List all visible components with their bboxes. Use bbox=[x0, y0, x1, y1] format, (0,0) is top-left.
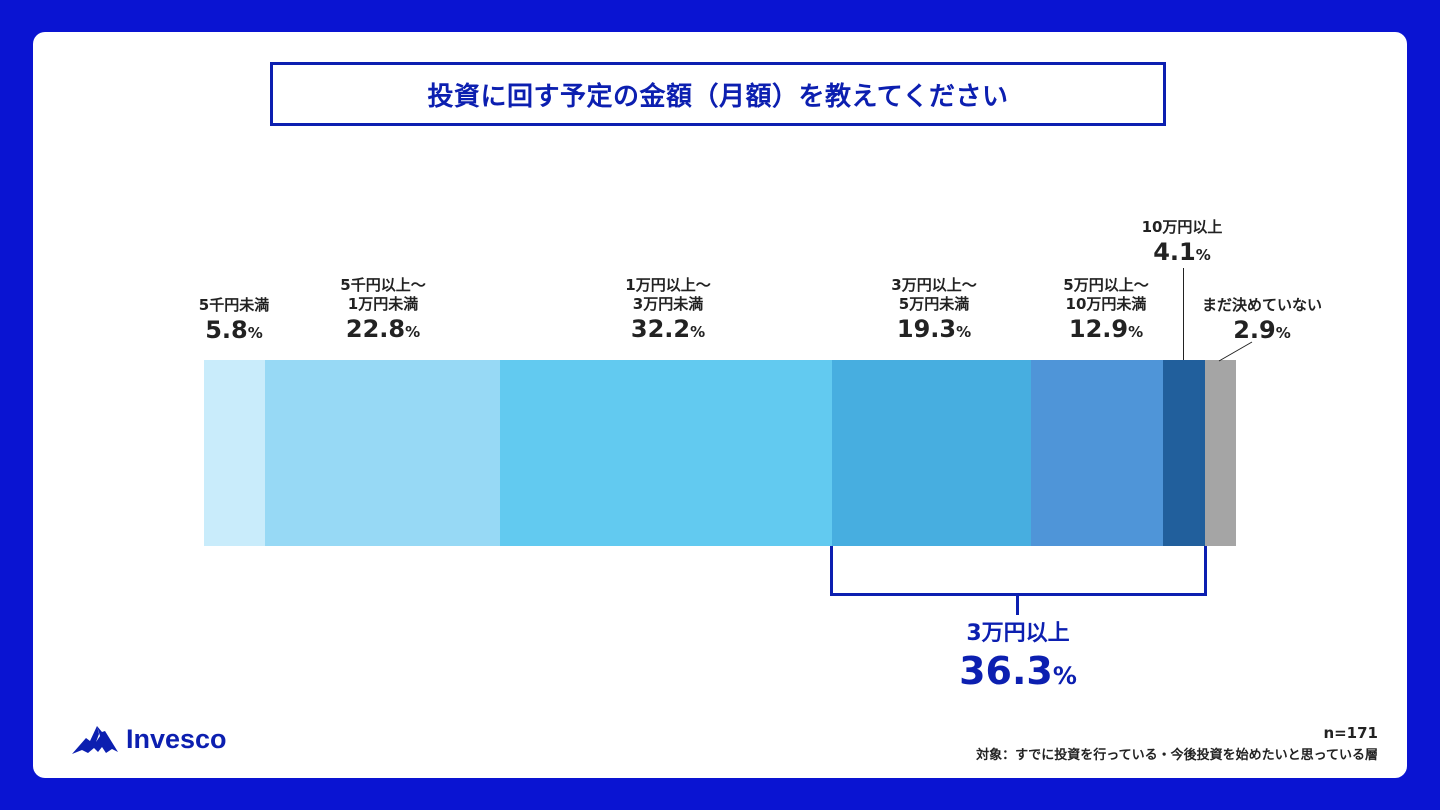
bar-segment-30k-50k bbox=[832, 360, 1031, 546]
bar-segment-over-100k bbox=[1163, 360, 1205, 546]
bar-segment-50k-100k bbox=[1031, 360, 1163, 546]
leader-line-over-100k bbox=[1183, 268, 1184, 360]
label-10k-30k: 1万円以上〜 3万円未満 32.2% bbox=[625, 276, 711, 343]
bar-segment-under-5k bbox=[204, 360, 265, 546]
label-undecided: まだ決めていない 2.9% bbox=[1201, 296, 1323, 344]
label-50k-100k: 5万円以上〜 10万円未満 12.9% bbox=[1063, 276, 1149, 343]
summary-label: 3万円以上 36.3% bbox=[959, 621, 1077, 693]
label-5k-10k: 5千円以上〜 1万円未満 22.8% bbox=[340, 276, 426, 343]
bar-segment-undecided bbox=[1205, 360, 1236, 546]
target-note: 対象：すでに投資を行っている・今後投資を始めたいと思っている層 bbox=[976, 748, 1378, 763]
invesco-logo: Invesco bbox=[72, 722, 227, 756]
sample-size: n=171 bbox=[1323, 724, 1378, 742]
summary-bracket-stem bbox=[1016, 593, 1019, 615]
summary-bracket bbox=[830, 546, 1207, 596]
label-under-5k: 5千円未満 5.8% bbox=[198, 296, 270, 344]
chart-title: 投資に回す予定の金額（月額）を教えてください bbox=[427, 81, 1009, 112]
mountain-logo-icon bbox=[72, 726, 118, 754]
brand-name: Invesco bbox=[126, 723, 227, 754]
title-box: 投資に回す予定の金額（月額）を教えてください bbox=[270, 62, 1166, 126]
label-30k-50k: 3万円以上〜 5万円未満 19.3% bbox=[891, 276, 977, 343]
bar-segment-5k-10k bbox=[265, 360, 500, 546]
bar-segment-10k-30k bbox=[500, 360, 832, 546]
leader-line-undecided bbox=[1218, 341, 1253, 362]
label-over-100k: 10万円以上 4.1% bbox=[1141, 218, 1223, 266]
